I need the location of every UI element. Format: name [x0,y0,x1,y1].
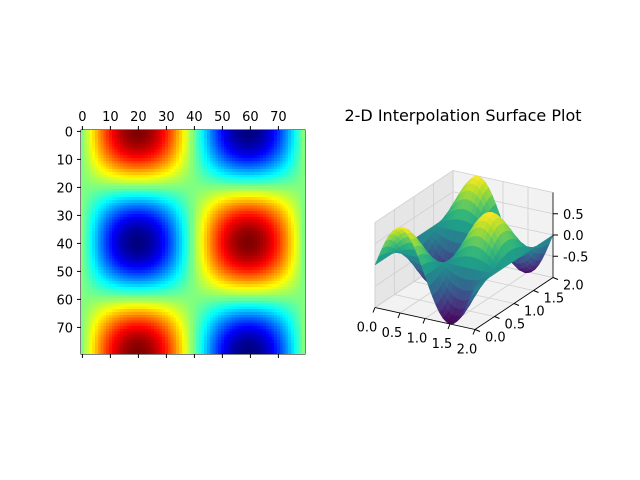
surface-xtick-label: 0.0 [357,321,378,336]
surface-chart: 2-D Interpolation Surface Plot 0.0 0.5 1.0… [344,106,588,358]
heatmap-xtick-label: 60 [242,110,259,125]
heatmap-xtick-label: 30 [158,110,175,125]
surface-ztick-label: 0.5 [563,208,584,223]
heatmap-xtick-label: 10 [102,110,119,125]
surface-ytick-label: 1.5 [544,292,565,307]
surface-xtick-label: 1.0 [407,332,428,347]
surface-ytick-label: 1.0 [524,305,545,320]
surface-ytick [552,277,559,280]
surface-xtick-label: 1.5 [432,337,453,352]
surface-ytick [474,329,481,332]
surface-patch [470,284,479,297]
heatmap-ytick-label: 20 [56,181,73,196]
surface-ytick [494,316,500,319]
surface-grid-z [374,191,554,245]
heatmap-xtick-label: 70 [270,110,287,125]
surface-mesh [374,175,554,325]
heatmap-ytick-label: 50 [56,265,73,280]
surface-title: 2-D Interpolation Surface Plot [344,106,581,125]
heatmap-ytick-label: 30 [56,209,73,224]
heatmap-xtick-label: 0 [78,110,86,125]
surface-xtick [472,329,476,335]
heatmap-ytick-label: 0 [65,125,73,140]
heatmap-ytick-label: 60 [56,293,73,308]
heatmap-xtick-label: 40 [186,110,203,125]
surface-ytick-label: 2.0 [563,279,584,294]
heatmap-ytick-label: 40 [56,237,73,252]
surface-ytick [513,303,520,306]
heatmap-image [81,130,305,354]
surface-xtick [422,318,426,324]
heatmap-ytick-label: 10 [56,153,73,168]
surface-xtick-label: 2.0 [457,343,478,358]
surface-ytick-label: 0.5 [505,318,526,333]
surface-ytick-label: 0.0 [485,331,506,346]
heatmap-xtick-label: 50 [214,110,231,125]
surface-ztick-label: 0.0 [563,229,584,244]
surface-grid-y [413,196,515,304]
heatmap-ytick-label: 70 [56,321,73,336]
surface-xtick [372,307,376,313]
surface-ytick [533,290,539,293]
surface-ztick-label: -0.5 [563,250,588,265]
surface-xtick [447,323,451,330]
surface-xtick-label: 0.5 [382,326,403,341]
heatmap-xtick-label: 20 [130,110,147,125]
surface-xtick [397,312,401,319]
heatmap-chart: 0 10 20 30 40 50 60 70 0 10 20 30 40 50 60 70 [56,110,306,358]
